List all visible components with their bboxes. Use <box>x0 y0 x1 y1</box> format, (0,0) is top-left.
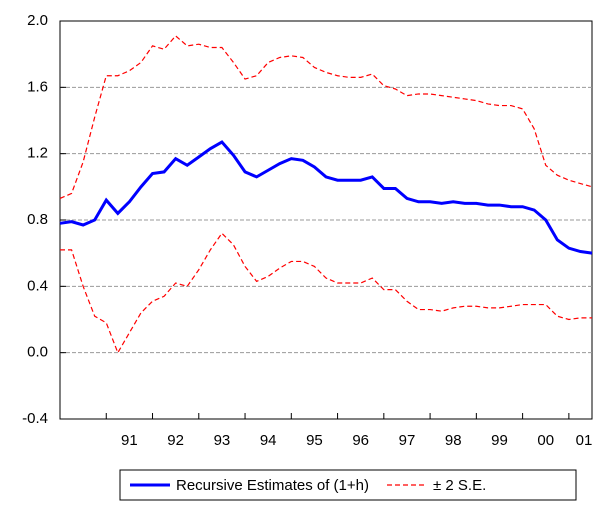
y-tick-label: 1.2 <box>27 145 48 162</box>
x-tick-label: 99 <box>491 432 508 449</box>
x-tick-label: 01 <box>576 432 593 449</box>
y-tick-label: 2.0 <box>27 12 48 29</box>
y-tick-label: 0.4 <box>27 277 48 294</box>
y-tick-label: 0.8 <box>27 211 48 228</box>
series-line <box>60 232 592 355</box>
x-tick-label: 92 <box>167 432 184 449</box>
x-tick-label: 96 <box>352 432 369 449</box>
x-tick-label: 95 <box>306 432 323 449</box>
x-tick-label: 00 <box>537 432 554 449</box>
y-tick-label: 0.0 <box>27 344 48 361</box>
series-line <box>59 35 593 199</box>
legend-box <box>119 469 577 501</box>
x-tick-label: 94 <box>260 432 277 449</box>
y-tick-label: -0.4 <box>22 410 48 427</box>
legend-label: Recursive Estimates of (1+h) <box>176 477 369 494</box>
series-line <box>59 140 593 255</box>
x-tick-label: 98 <box>445 432 462 449</box>
x-tick-label: 97 <box>399 432 416 449</box>
y-tick-label: 1.6 <box>27 78 48 95</box>
x-tick-label: 93 <box>214 432 231 449</box>
x-tick-label: 91 <box>121 432 138 449</box>
legend-label: ± 2 S.E. <box>433 477 486 494</box>
